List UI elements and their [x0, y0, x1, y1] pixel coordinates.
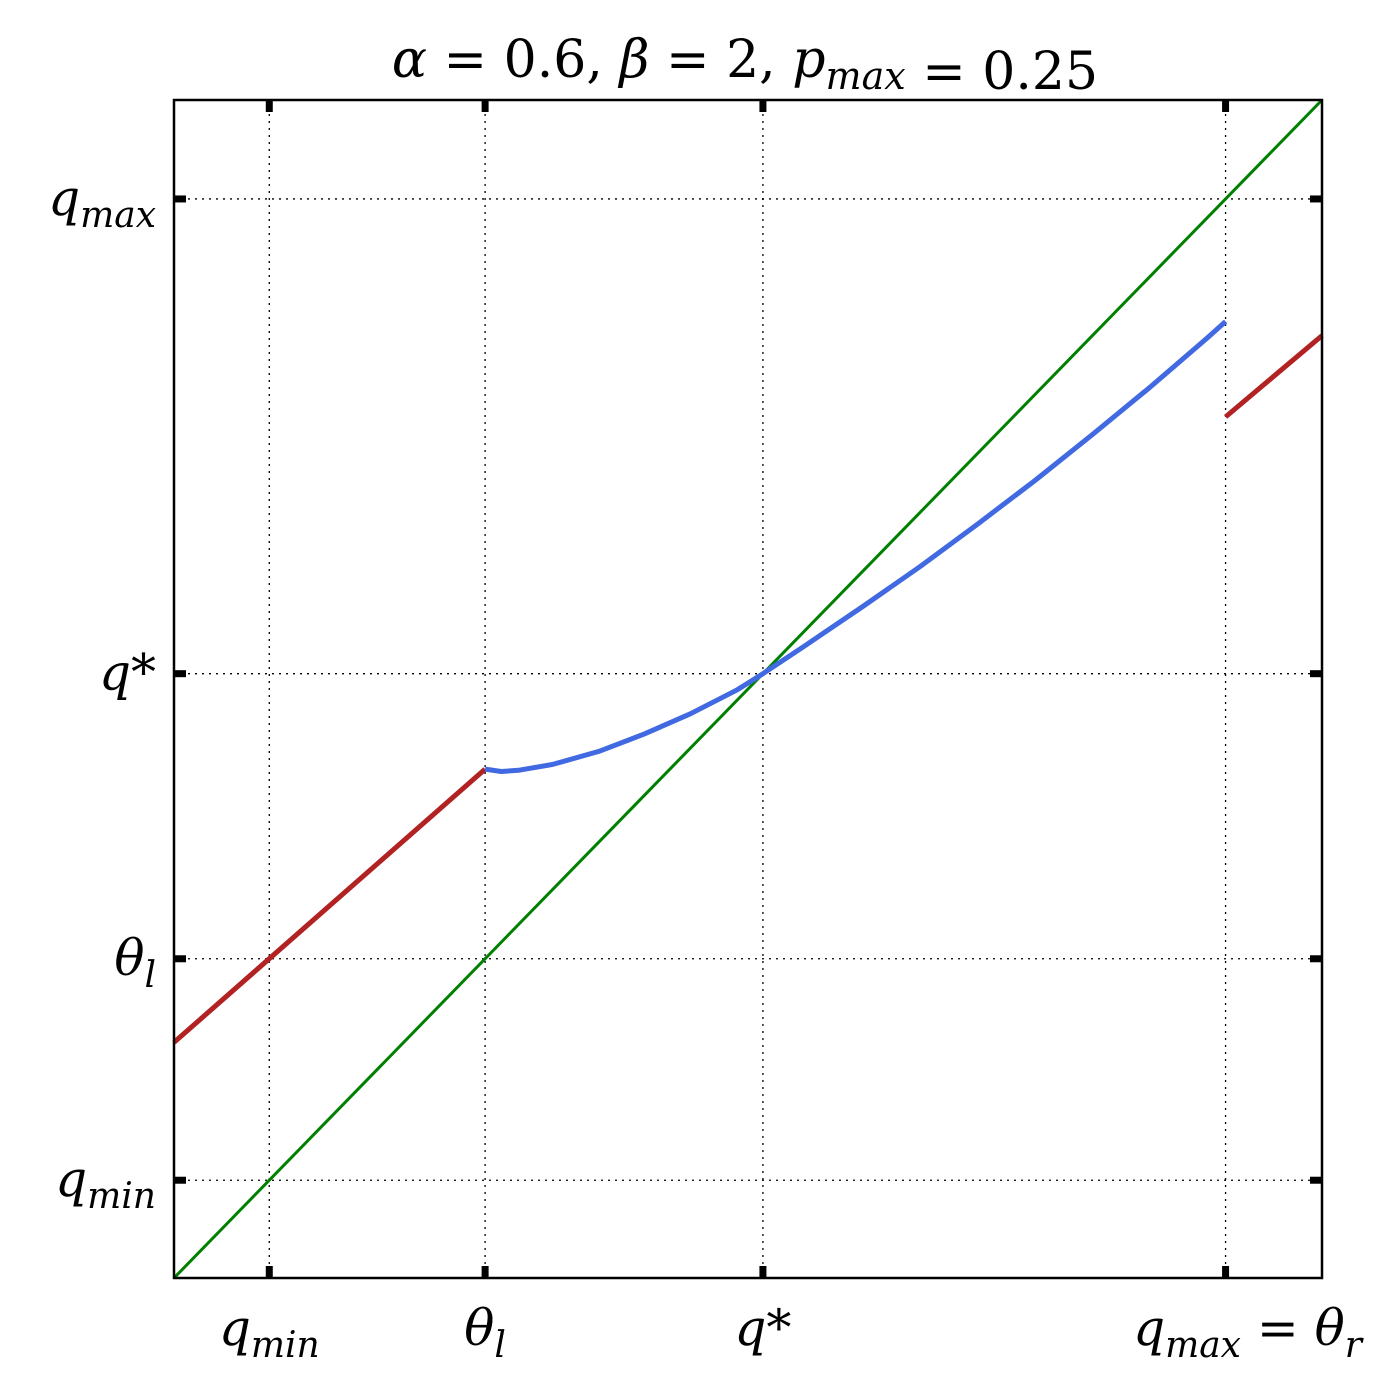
y-tick-label: q* — [99, 644, 156, 702]
series-line — [172, 98, 1324, 1280]
series-line — [172, 767, 487, 1045]
series-line — [1223, 333, 1324, 419]
y-tick-label: qmin — [55, 1150, 156, 1217]
x-tick-label: qmax = θr — [1133, 1299, 1364, 1366]
tick-marks — [174, 100, 1322, 1278]
series-line — [484, 319, 1228, 774]
grid-lines — [174, 100, 1322, 1278]
x-tick-label: qmin — [219, 1299, 320, 1366]
plot-frame — [172, 98, 1324, 1280]
chart-title: α = 0.6, β = 2, pmax = 0.25 — [392, 30, 1098, 102]
tick-labels: qmin θl q* qmax = θr qmin θl q* qmax — [48, 169, 1364, 1366]
y-tick-label: qmax — [48, 169, 156, 236]
x-tick-label: θl — [464, 1299, 506, 1366]
series-lines — [172, 98, 1324, 1280]
x-tick-label: q* — [734, 1299, 791, 1357]
y-tick-label: θl — [114, 929, 156, 996]
